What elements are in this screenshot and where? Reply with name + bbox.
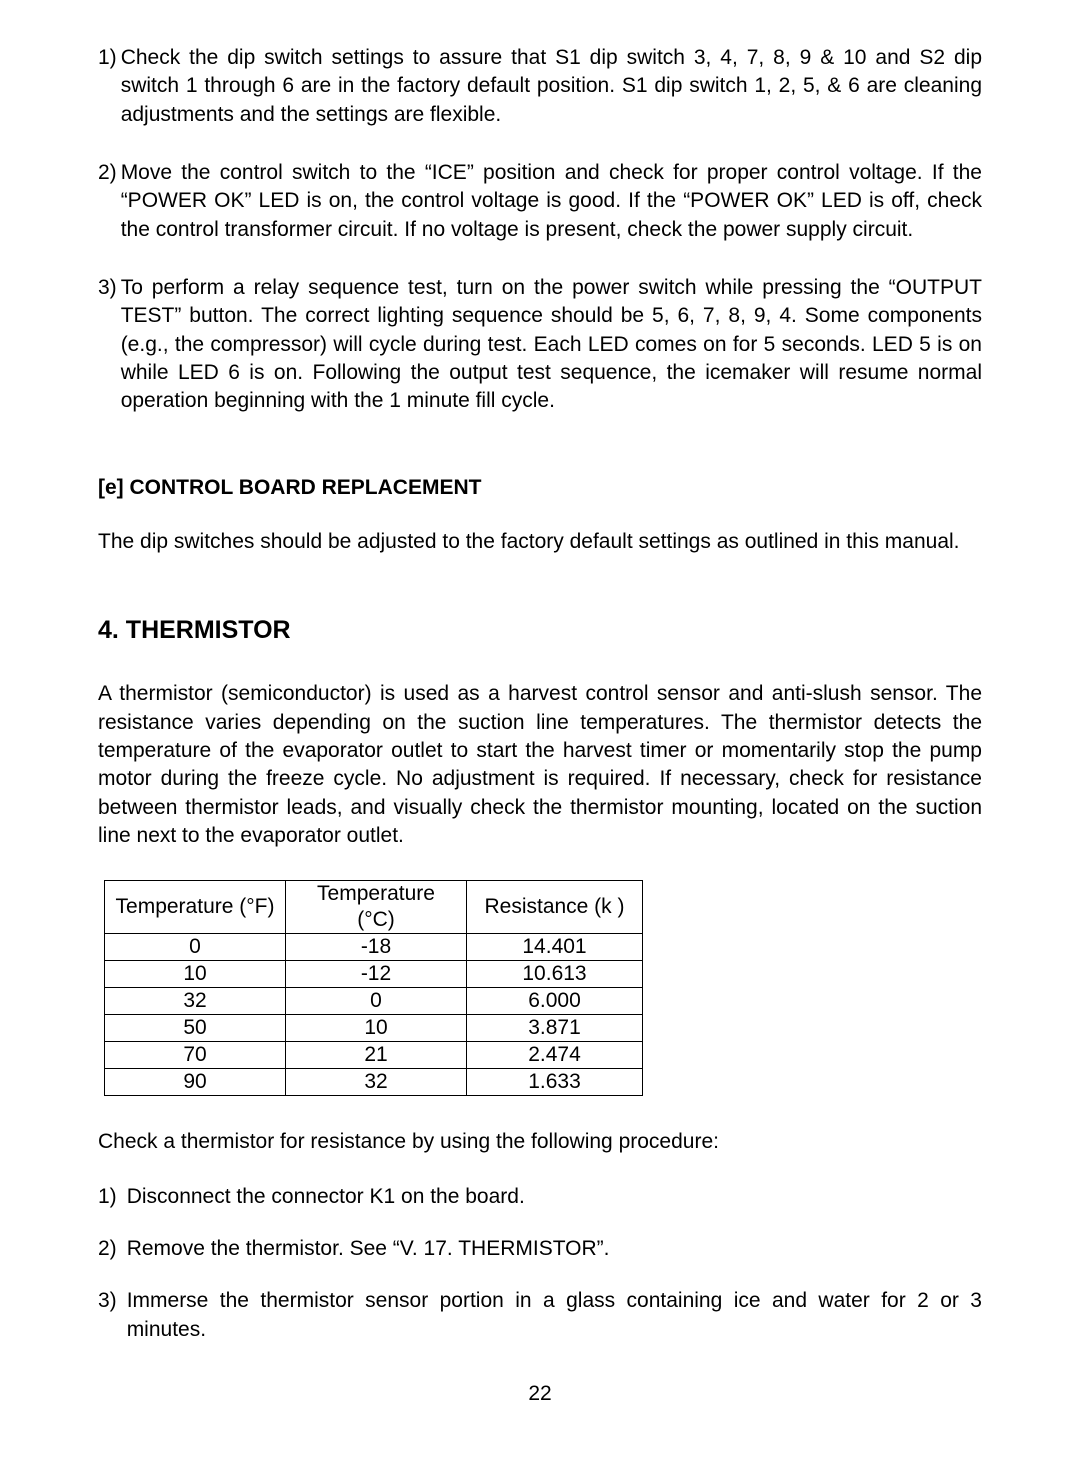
item-text: To perform a relay sequence test, turn o…: [121, 274, 982, 416]
table-header-cell: Temperature (°C): [286, 881, 467, 934]
table-row: 90 32 1.633: [105, 1069, 643, 1096]
table-row: 70 21 2.474: [105, 1042, 643, 1069]
page-container: 1) Check the dip switch settings to assu…: [0, 0, 1080, 1468]
table-cell: 1.633: [467, 1069, 643, 1096]
table-cell: 90: [105, 1069, 286, 1096]
section-4-paragraph: A thermistor (semiconductor) is used as …: [98, 680, 982, 850]
table-cell: 32: [286, 1069, 467, 1096]
step-text: Immerse the thermistor sensor portion in…: [127, 1287, 982, 1344]
table-cell: 2.474: [467, 1042, 643, 1069]
procedure-step-1: 1) Disconnect the connector K1 on the bo…: [98, 1183, 982, 1211]
step-number: 1): [98, 1183, 127, 1211]
table-cell: 10: [286, 1015, 467, 1042]
item-number: 3): [98, 274, 121, 416]
table-header-cell: Resistance (k ): [467, 881, 643, 934]
step-number: 3): [98, 1287, 127, 1344]
table-row: 32 0 6.000: [105, 988, 643, 1015]
table-cell: -18: [286, 934, 467, 961]
table-row: 10 -12 10.613: [105, 961, 643, 988]
procedure-intro: Check a thermistor for resistance by usi…: [98, 1128, 982, 1156]
step-number: 2): [98, 1235, 127, 1263]
table-cell: 21: [286, 1042, 467, 1069]
procedure-step-2: 2) Remove the thermistor. See “V. 17. TH…: [98, 1235, 982, 1263]
table-cell: 10.613: [467, 961, 643, 988]
numbered-item-3: 3) To perform a relay sequence test, tur…: [98, 274, 982, 416]
table-cell: 50: [105, 1015, 286, 1042]
paragraph-e: The dip switches should be adjusted to t…: [98, 528, 982, 556]
page-number: 22: [98, 1380, 982, 1408]
item-number: 2): [98, 159, 121, 244]
table-cell: 0: [105, 934, 286, 961]
step-text: Remove the thermistor. See “V. 17. THERM…: [127, 1235, 982, 1263]
numbered-item-2: 2) Move the control switch to the “ICE” …: [98, 159, 982, 244]
procedure-step-3: 3) Immerse the thermistor sensor portion…: [98, 1287, 982, 1344]
table-header-row: Temperature (°F) Temperature (°C) Resist…: [105, 881, 643, 934]
item-number: 1): [98, 44, 121, 129]
table-cell: 10: [105, 961, 286, 988]
table-cell: 32: [105, 988, 286, 1015]
table-row: 0 -18 14.401: [105, 934, 643, 961]
item-text: Move the control switch to the “ICE” pos…: [121, 159, 982, 244]
table-cell: 3.871: [467, 1015, 643, 1042]
table-header-cell: Temperature (°F): [105, 881, 286, 934]
table-row: 50 10 3.871: [105, 1015, 643, 1042]
table-cell: -12: [286, 961, 467, 988]
step-text: Disconnect the connector K1 on the board…: [127, 1183, 982, 1211]
numbered-item-1: 1) Check the dip switch settings to assu…: [98, 44, 982, 129]
table-cell: 6.000: [467, 988, 643, 1015]
thermistor-table: Temperature (°F) Temperature (°C) Resist…: [104, 880, 643, 1096]
table-cell: 0: [286, 988, 467, 1015]
subheading-e: [e] CONTROL BOARD REPLACEMENT: [98, 474, 982, 502]
table-cell: 14.401: [467, 934, 643, 961]
section-4-heading: 4. THERMISTOR: [98, 614, 982, 648]
table-cell: 70: [105, 1042, 286, 1069]
item-text: Check the dip switch settings to assure …: [121, 44, 982, 129]
